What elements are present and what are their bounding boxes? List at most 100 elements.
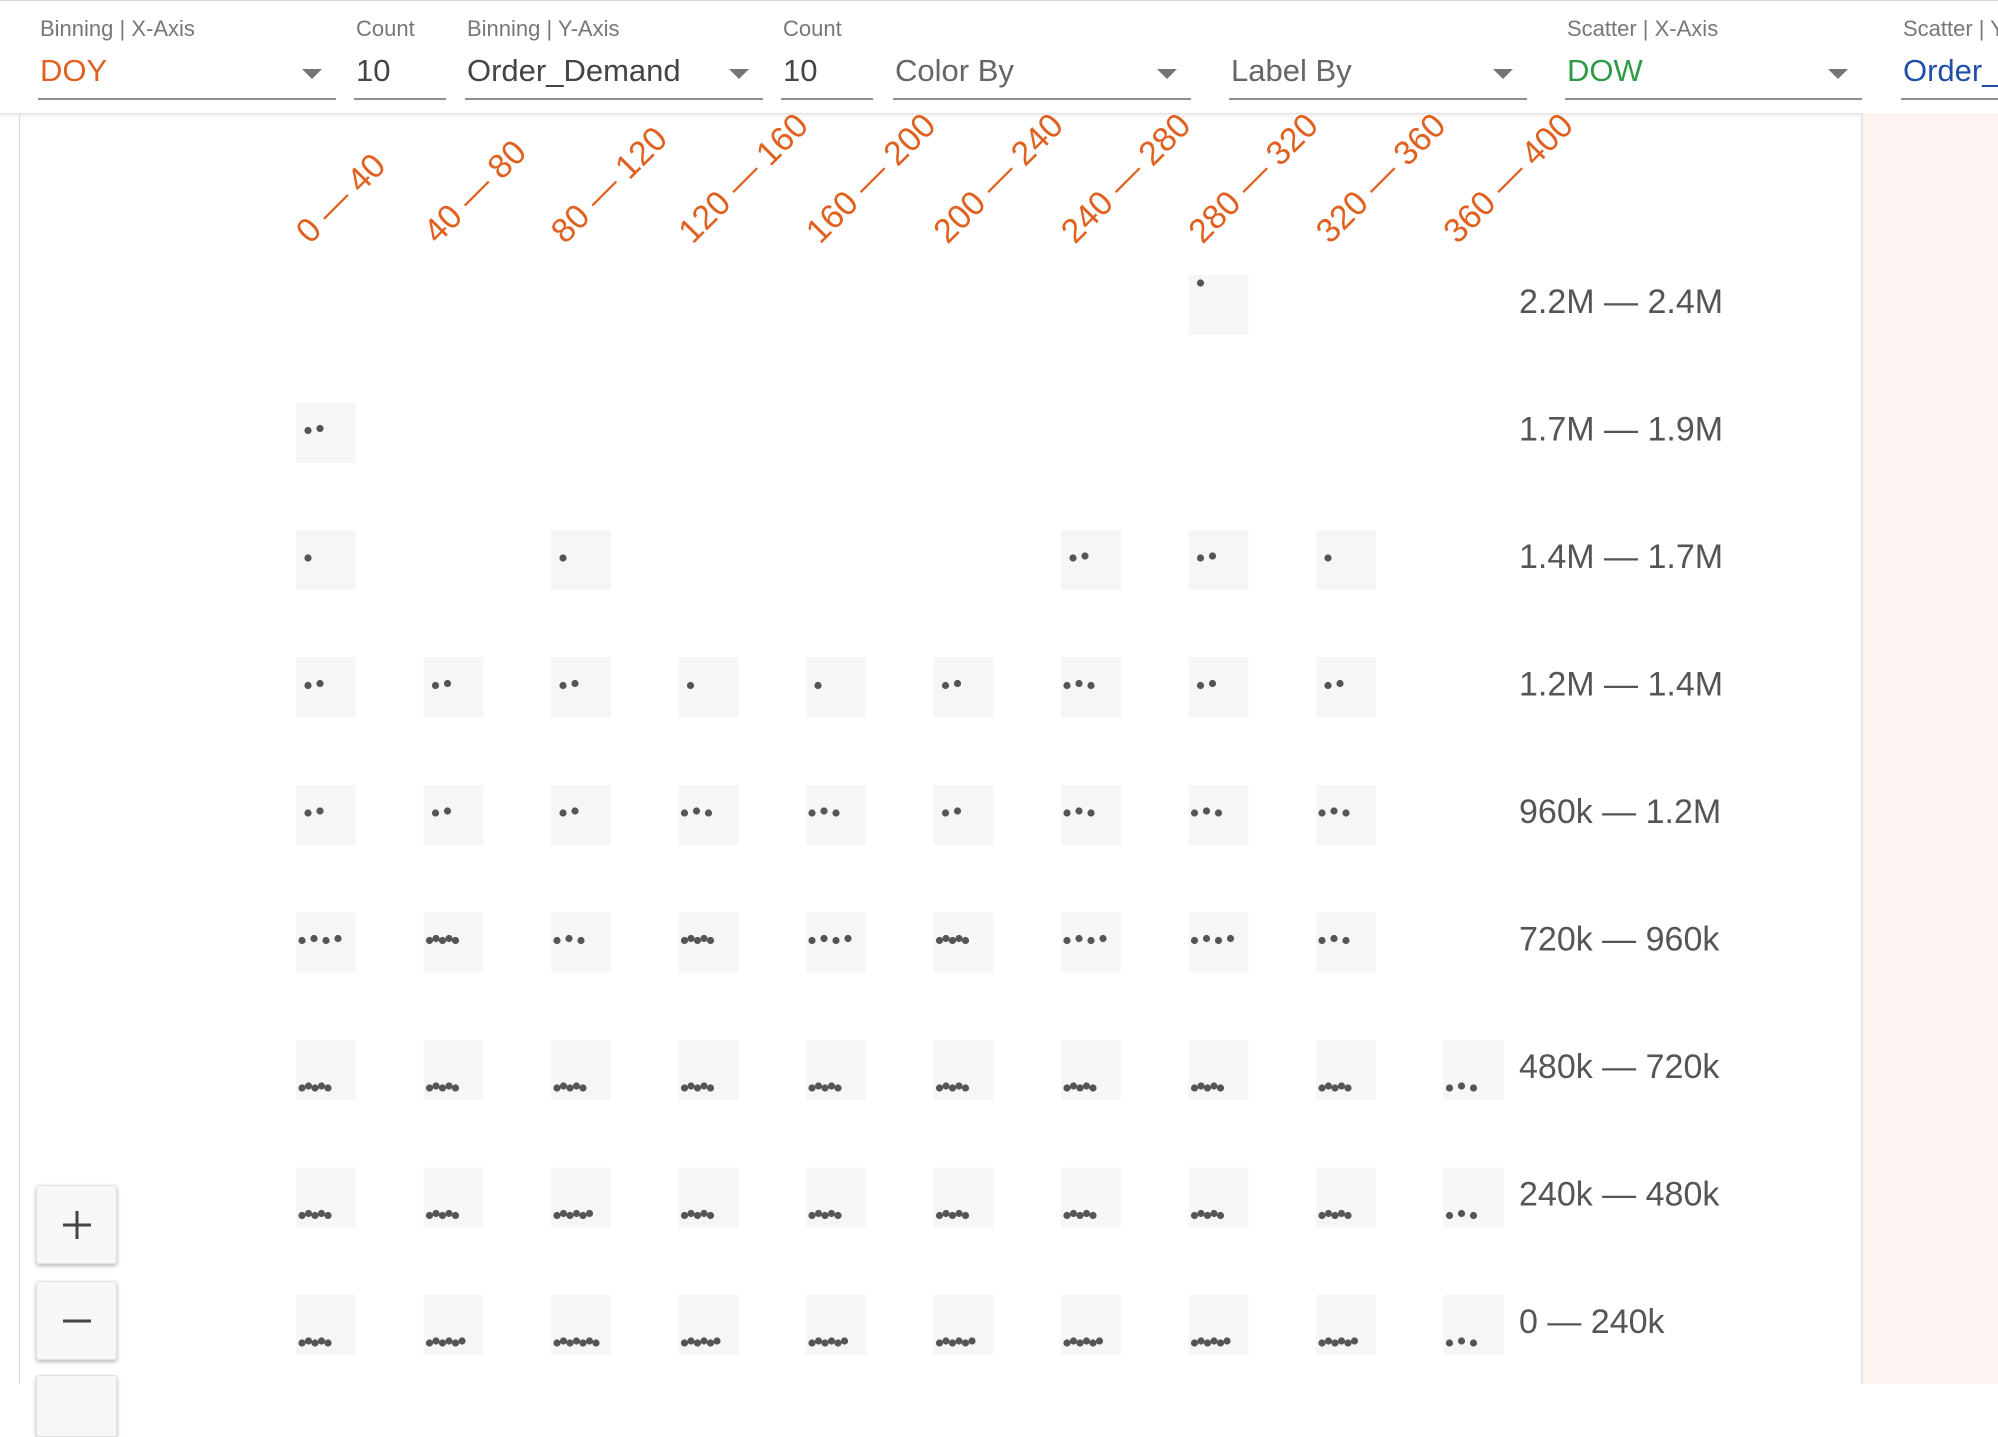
bin-cell: [678, 657, 739, 718]
binning-y-axis-select[interactable]: Binning | Y-Axis Order_Demand: [465, 1, 763, 101]
data-point: [425, 1339, 434, 1347]
data-point: [680, 1339, 689, 1347]
bin-cell: [933, 1295, 994, 1355]
data-point: [1318, 809, 1326, 817]
data-point: [317, 1082, 326, 1090]
data-point: [425, 1084, 434, 1092]
x-bin-label: 160 — 200: [799, 106, 944, 251]
field-underline: [893, 98, 1191, 100]
bin-cell: [1316, 657, 1376, 718]
y-bin-label: 240k — 480k: [1519, 1176, 1720, 1214]
data-point: [961, 1339, 970, 1347]
y-bin-labels: 2.2M — 2.4M 1.7M — 1.9M 1.4M — 1.7M 1.2M — …: [1519, 283, 1723, 1341]
data-point: [1344, 1339, 1352, 1347]
data-point: [1089, 1211, 1097, 1220]
data-point: [1344, 1211, 1352, 1220]
bin-cell: [296, 402, 356, 463]
bin-cell: [551, 657, 611, 718]
bin-cell: [933, 1167, 994, 1228]
data-point: [814, 1082, 823, 1090]
data-point: [1337, 1082, 1346, 1090]
data-point: [451, 936, 460, 945]
data-point: [559, 1209, 568, 1218]
data-point: [304, 1337, 313, 1345]
bin-cell: [423, 785, 484, 845]
data-point: [948, 1084, 957, 1092]
data-point: [1331, 1084, 1339, 1092]
bin-cell: [1061, 657, 1121, 718]
data-point: [1457, 1082, 1466, 1090]
zoom-out-button[interactable]: [36, 1281, 117, 1360]
data-point: [820, 807, 828, 815]
data-point: [827, 1337, 836, 1345]
data-point: [431, 681, 440, 690]
data-point: [317, 1337, 326, 1345]
field-underline: [781, 98, 873, 100]
x-bin-label: 40 — 80: [416, 133, 534, 251]
data-point: [1075, 679, 1083, 688]
data-point: [704, 809, 713, 817]
bin-cell: [806, 1295, 866, 1355]
minus-icon: [62, 1319, 91, 1322]
data-point: [948, 936, 957, 945]
data-point: [1069, 1337, 1078, 1345]
data-point: [1190, 1339, 1199, 1347]
count-y-label: Count: [783, 16, 842, 41]
data-point: [840, 1337, 849, 1345]
scatter-y-axis-value: Order_: [1903, 53, 1998, 88]
data-point: [324, 1339, 332, 1347]
data-point: [432, 1209, 440, 1218]
chevron-down-icon: [1828, 69, 1848, 79]
data-point: [565, 934, 573, 943]
data-point: [814, 1209, 823, 1218]
data-point: [942, 1082, 950, 1090]
count-x-input[interactable]: Count 10: [354, 1, 446, 101]
data-point: [451, 1084, 460, 1092]
scatter-x-axis-select[interactable]: Scatter | X-Axis DOW: [1565, 1, 1862, 101]
color-by-select[interactable]: Color By: [893, 1, 1191, 101]
data-point: [1337, 1209, 1346, 1218]
bin-cell: [296, 1040, 356, 1100]
data-point: [834, 1211, 842, 1220]
bin-cell: [933, 912, 994, 973]
data-point: [693, 936, 702, 945]
bin-cell: [1061, 1295, 1121, 1355]
scatter-panel: [1861, 113, 1998, 1384]
data-point: [572, 1337, 581, 1345]
data-point: [443, 807, 452, 815]
data-point: [451, 1339, 460, 1347]
binning-y-axis-label: Binning | Y-Axis: [467, 16, 620, 41]
count-x-label: Count: [356, 16, 415, 41]
data-point: [832, 809, 840, 817]
bin-cell: [296, 1295, 356, 1355]
data-point: [1445, 1211, 1454, 1220]
data-point: [948, 1339, 957, 1347]
data-point: [1318, 1084, 1326, 1092]
data-point: [935, 1339, 944, 1347]
label-by-placeholder: Label By: [1231, 53, 1352, 88]
data-point: [1075, 807, 1083, 815]
data-point: [700, 1209, 708, 1218]
count-y-input[interactable]: Count 10: [781, 1, 873, 101]
binning-x-axis-select[interactable]: Binning | X-Axis DOY: [38, 1, 336, 101]
scatter-y-axis-label: Scatter | Y: [1903, 16, 1998, 41]
zoom-in-button[interactable]: [36, 1185, 117, 1264]
data-point: [1226, 934, 1235, 943]
field-underline: [465, 98, 763, 100]
bin-cell: [296, 1167, 356, 1228]
bin-cell: [551, 785, 611, 845]
data-point: [317, 1209, 326, 1218]
fit-view-button[interactable]: [36, 1375, 117, 1437]
label-by-select[interactable]: Label By: [1229, 1, 1527, 101]
data-point: [571, 807, 579, 815]
data-point: [1445, 1084, 1454, 1092]
bin-cell: [933, 657, 994, 718]
data-point: [304, 1082, 313, 1090]
data-point: [1350, 1337, 1359, 1345]
scatter-y-axis-select[interactable]: Scatter | Y Order_: [1901, 1, 1998, 101]
bin-cell: [1443, 1295, 1504, 1355]
data-point: [1210, 1337, 1218, 1345]
bin-cell: [1188, 1295, 1249, 1355]
data-point: [1063, 809, 1071, 817]
data-point: [680, 1211, 689, 1220]
